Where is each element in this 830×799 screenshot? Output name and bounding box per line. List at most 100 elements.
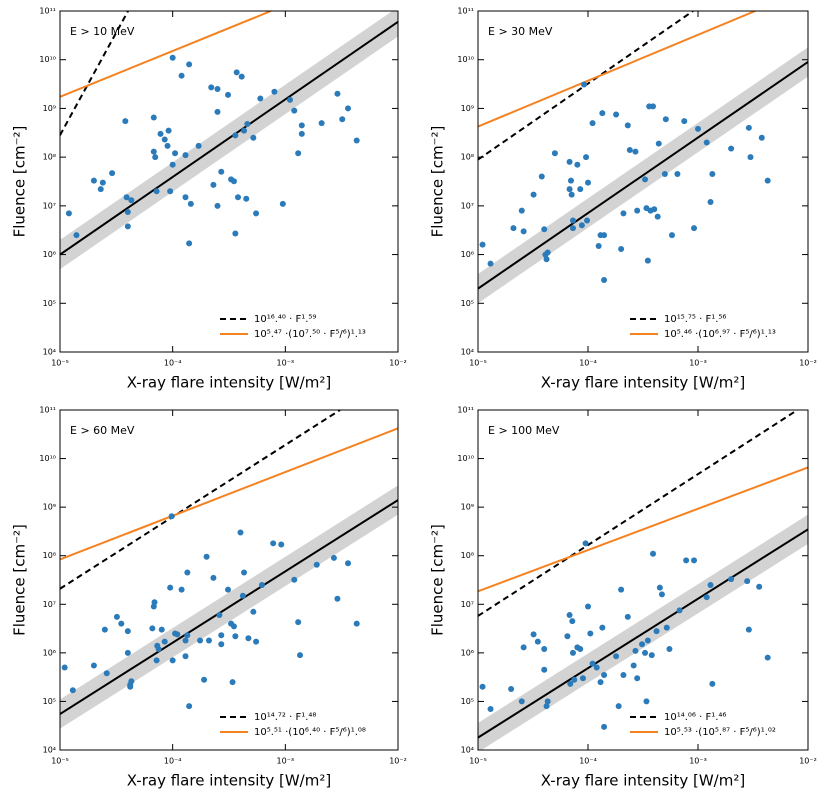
data-point: [655, 140, 662, 147]
plot-area: [478, 11, 808, 304]
data-point: [569, 217, 576, 224]
x-axis-label: X-ray flare intensity [W/m²]: [541, 772, 745, 790]
x-tick-label: 10⁻⁵: [51, 757, 69, 766]
data-point: [599, 110, 606, 117]
data-point: [644, 257, 651, 264]
y-tick-label: 10⁷: [43, 201, 56, 210]
data-point: [195, 142, 202, 149]
data-point: [578, 222, 585, 229]
data-point: [703, 594, 710, 601]
data-point: [543, 703, 550, 710]
data-point: [208, 84, 215, 91]
data-point: [569, 649, 576, 656]
data-point: [544, 698, 551, 705]
data-point: [691, 557, 698, 564]
legend-label: 10¹⁴.⁷² · F¹.⁴⁸: [254, 712, 316, 723]
data-point: [103, 670, 110, 677]
data-point: [650, 103, 657, 110]
data-point: [543, 256, 550, 263]
data-point: [703, 139, 710, 146]
data-point: [318, 120, 325, 127]
data-point: [589, 120, 596, 127]
data-point: [241, 127, 248, 134]
x-tick-label: 10⁻⁵: [469, 359, 487, 368]
data-point: [620, 672, 627, 679]
data-point: [295, 150, 302, 157]
data-point: [567, 177, 574, 184]
y-tick-label: 10¹⁰: [39, 454, 56, 463]
data-point: [186, 240, 193, 247]
y-tick-label: 10⁴: [461, 746, 474, 755]
data-point: [152, 154, 159, 161]
data-point: [566, 186, 573, 193]
x-tick-label: 10⁻²: [799, 359, 817, 368]
fit-line: [478, 528, 808, 739]
data-point: [113, 613, 120, 620]
fit-line: [478, 61, 808, 290]
data-point: [291, 107, 298, 114]
data-point: [530, 631, 537, 638]
y-tick-label: 10⁵: [461, 697, 474, 706]
data-point: [65, 210, 72, 217]
data-point: [216, 612, 223, 619]
data-point: [758, 134, 765, 141]
data-point: [153, 657, 160, 664]
data-point: [182, 152, 189, 159]
data-point: [681, 118, 688, 125]
data-point: [487, 260, 494, 267]
data-point: [124, 223, 131, 230]
data-point: [653, 628, 660, 635]
x-axis-label: X-ray flare intensity [W/m²]: [127, 374, 331, 392]
data-point: [99, 179, 106, 186]
y-axis-label: Fluence [cm⁻²]: [11, 524, 29, 636]
data-point: [210, 181, 217, 188]
data-point: [124, 628, 131, 635]
data-point: [237, 529, 244, 536]
data-point: [169, 54, 176, 61]
data-point: [233, 69, 240, 76]
data-point: [538, 173, 545, 180]
x-tick-label: 10⁻³: [277, 757, 295, 766]
data-point: [122, 118, 129, 125]
data-point: [297, 652, 304, 659]
data-point: [613, 111, 620, 118]
data-point: [571, 676, 578, 683]
data-point: [205, 637, 212, 644]
data-point: [241, 569, 248, 576]
y-tick-label: 10⁴: [43, 348, 56, 357]
data-point: [279, 200, 286, 207]
data-point: [707, 581, 714, 588]
data-point: [656, 584, 663, 591]
y-axis-label: Fluence [cm⁻²]: [11, 126, 29, 238]
model-line: [60, 410, 341, 590]
data-point: [253, 638, 260, 645]
data-point: [123, 194, 130, 201]
data-point: [662, 116, 669, 123]
data-point: [313, 561, 320, 568]
data-point: [253, 210, 260, 217]
data-point: [73, 232, 80, 239]
y-tick-label: 10⁶: [43, 648, 56, 657]
data-point: [234, 194, 241, 201]
data-point: [218, 641, 225, 648]
data-point: [567, 680, 574, 687]
data-point: [250, 608, 257, 615]
data-point: [747, 154, 754, 161]
data-point: [61, 664, 68, 671]
data-point: [579, 675, 586, 682]
x-tick-label: 10⁻³: [689, 359, 707, 368]
confidence-band: [60, 11, 398, 270]
y-tick-label: 10⁴: [43, 746, 56, 755]
y-tick-label: 10⁸: [461, 153, 474, 162]
data-point: [97, 186, 104, 193]
data-point: [232, 230, 239, 237]
data-point: [566, 158, 573, 165]
y-tick-label: 10⁸: [461, 551, 474, 560]
data-point: [298, 130, 305, 137]
y-tick-label: 10⁶: [461, 648, 474, 657]
axes-frame: [477, 10, 809, 353]
data-point: [225, 91, 232, 98]
data-point: [109, 170, 116, 177]
y-tick-label: 10⁶: [461, 250, 474, 259]
data-point: [632, 148, 639, 155]
